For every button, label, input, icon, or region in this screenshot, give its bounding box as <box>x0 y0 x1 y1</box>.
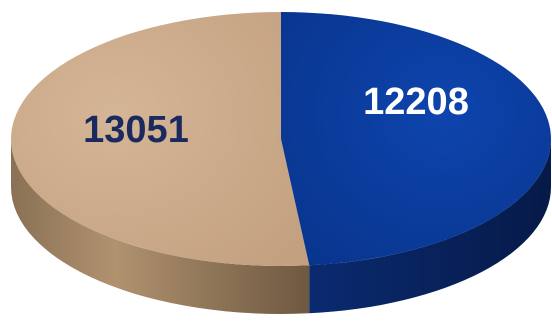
slice-label-12208: 12208 <box>363 81 469 123</box>
pie-side-13051 <box>11 139 310 314</box>
pie-side-12208 <box>309 139 551 314</box>
slice-label-13051: 13051 <box>83 109 189 151</box>
pie-slice-13051 <box>11 12 310 266</box>
pie-slice-12208 <box>281 12 552 266</box>
